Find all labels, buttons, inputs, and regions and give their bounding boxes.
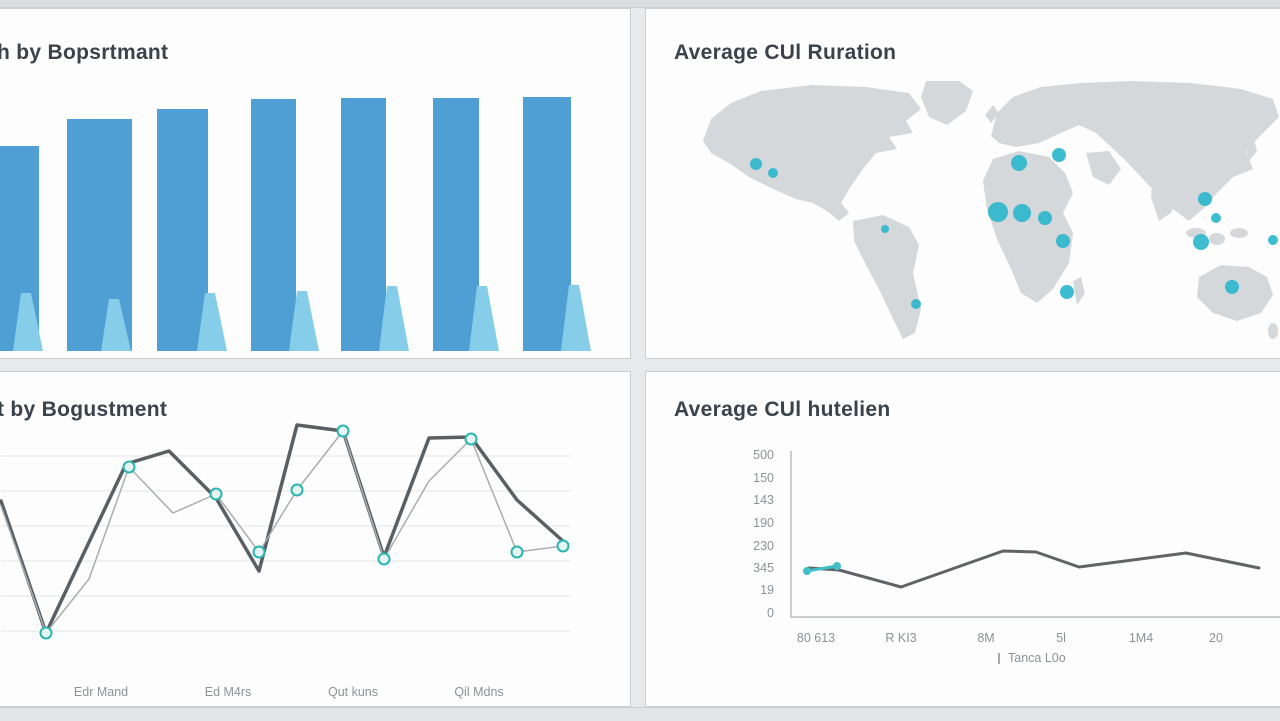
continent-north-america [703,85,921,221]
panel-title-avg-duration-line: Average CUl hutelien [674,398,891,421]
bl-x-label-1: Edr Mand [73,685,129,699]
axis-title-tick [998,653,1000,664]
island-japan [1245,137,1257,161]
bl-x-label-4: Qil Mdns [454,685,504,699]
island-new-zealand [1268,323,1278,339]
island-uk [985,105,999,123]
duration-line-chart [790,451,1280,618]
continent-africa [983,151,1073,303]
panel-department-line-chart: t by Bogustment Edr Mand Ed M4rs Qut kun… [0,371,631,707]
br-x-label-3: 8M [977,631,995,645]
panel-calls-by-department: h by Bopsrtmant [0,8,631,359]
br-y-label-5: 230 [753,539,774,553]
bottom-edge-strip [0,707,1280,721]
br-x-label-2: R KI3 [885,631,917,645]
panel-title-avg-call-duration: Average CUl Ruration [674,41,897,64]
br-y-label-7: 19 [760,583,774,597]
department-bar-chart [0,97,591,351]
br-x-label-4: 5l [1056,631,1066,645]
bl-x-label-3: Qut kuns [327,685,379,699]
world-map [703,81,1279,339]
br-y-label-3: 143 [753,493,774,507]
br-x-label-1: 80 613 [796,631,836,645]
continent-india [1151,171,1181,221]
panel-title-calls-by-department: h by Bopsrtmant [0,41,169,64]
world-map-continents [703,81,1279,339]
br-x-axis-title: Tanca L0o [1008,651,1066,665]
bl-x-label-2: Ed M4rs [204,685,252,699]
map-data-dots [750,148,1278,309]
br-y-label-8: 0 [767,606,774,620]
br-y-label-4: 190 [753,516,774,530]
department-line-chart [0,423,571,640]
top-edge-strip [0,0,1280,8]
island-new-guinea [1230,228,1248,238]
br-x-label-5: 1M4 [1128,631,1154,645]
continent-greenland [921,81,973,125]
island-borneo [1209,233,1225,245]
continent-south-america [853,215,921,339]
continent-eurasia [991,81,1279,221]
continent-arabia [1086,151,1121,185]
br-y-label-1: 500 [753,448,774,462]
br-y-label-6: 345 [753,561,774,575]
br-y-label-2: 150 [753,471,774,485]
island-madagascar [1073,277,1085,305]
panel-avg-duration-line-chart: Average CUl hutelien 500 150 143 190 230… [645,371,1280,707]
panel-title-department-line: t by Bogustment [0,398,168,421]
br-x-label-6: 20 [1209,631,1223,645]
panel-avg-call-duration-map: Average CUl Ruration [645,8,1280,359]
